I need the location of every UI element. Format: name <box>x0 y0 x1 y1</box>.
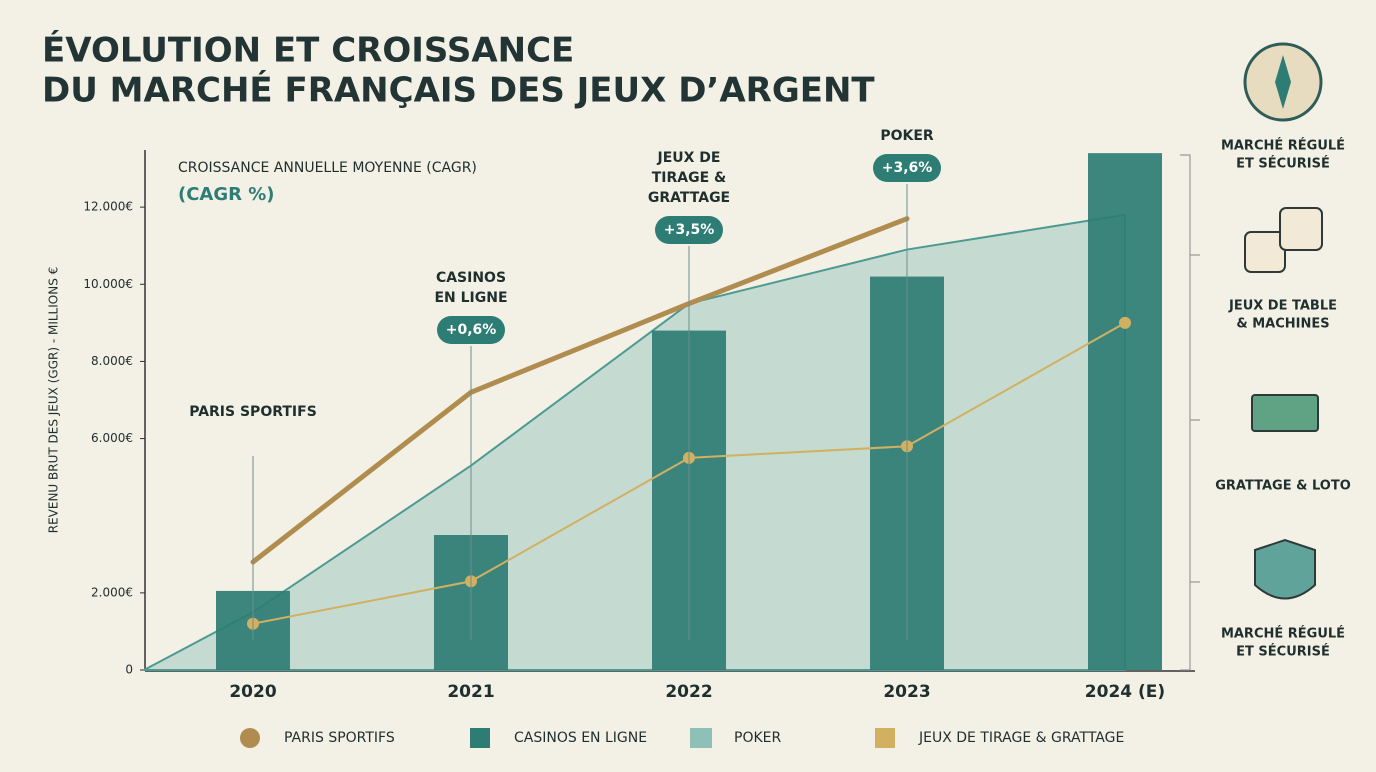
badge <box>437 316 505 344</box>
y-tick-label: 0 <box>125 663 133 677</box>
y-tick-label: 8.000€ <box>91 354 133 368</box>
y-tick-label: 12.000€ <box>83 200 133 214</box>
line <box>250 216 910 565</box>
annotation-label: JEUX DE <box>657 150 721 166</box>
legend-swatch <box>875 728 895 748</box>
side-label: JEUX DE TABLE <box>1228 299 1337 314</box>
legend-label: POKER <box>734 730 781 746</box>
legend-swatch <box>470 728 490 748</box>
badge-label: +3,5% <box>664 222 715 238</box>
y-tick-label: 6.000€ <box>91 431 133 445</box>
badge-label: +3,6% <box>882 160 933 176</box>
legend-label: JEUX DE TIRAGE & GRATTAGE <box>918 730 1124 746</box>
annotation-label: TIRAGE & <box>652 170 727 186</box>
x-tick-label: 2021 <box>447 682 494 702</box>
chart-title: ÉVOLUTION ET CROISSANCE <box>42 30 574 71</box>
chart-title: DU MARCHÉ FRANÇAIS DES JEUX D’ARGENT <box>42 70 875 111</box>
badge-label: +0,6% <box>446 322 497 338</box>
x-tick-label: 2022 <box>665 682 712 702</box>
annotation-label: POKER <box>880 128 934 144</box>
side-label: GRATTAGE & LOTO <box>1215 479 1351 494</box>
side-label: ET SÉCURISÉ <box>1236 644 1330 660</box>
side-label: & MACHINES <box>1236 317 1329 332</box>
y-tick-label: 2.000€ <box>91 585 133 599</box>
subtitle: CROISSANCE ANNUELLE MOYENNE (CAGR) <box>178 160 477 176</box>
bar <box>1088 153 1162 671</box>
annotation-label: GRATTAGE <box>648 190 730 206</box>
legend-swatch <box>240 728 260 748</box>
x-tick-label: 2024 (E) <box>1085 682 1165 702</box>
x-tick-label: 2020 <box>229 682 276 702</box>
side-icons <box>1243 42 1323 600</box>
y-axis-label: REVENU BRUT DES JEUX (GGR) - MILLIONS € <box>47 267 61 534</box>
legend-label: CASINOS EN LIGNE <box>514 730 647 746</box>
legend-swatch <box>690 728 712 748</box>
annotation-label: CASINOS <box>436 270 506 286</box>
badge <box>655 216 723 244</box>
side-label: ET SÉCURISÉ <box>1236 156 1330 172</box>
annotation-label: EN LIGNE <box>434 290 507 306</box>
annotation-label: PARIS SPORTIFS <box>189 404 317 420</box>
badge <box>873 154 941 182</box>
y-tick-label: 10.000€ <box>83 277 133 291</box>
side-label: MARCHÉ RÉGULÉ <box>1221 626 1345 642</box>
point <box>1119 316 1131 329</box>
subtitle: (CAGR %) <box>178 184 275 205</box>
x-tick-label: 2023 <box>883 682 930 702</box>
side-brackets <box>1180 154 1200 671</box>
legend-label: PARIS SPORTIFS <box>284 730 395 746</box>
side-label: MARCHÉ RÉGULÉ <box>1221 138 1345 154</box>
